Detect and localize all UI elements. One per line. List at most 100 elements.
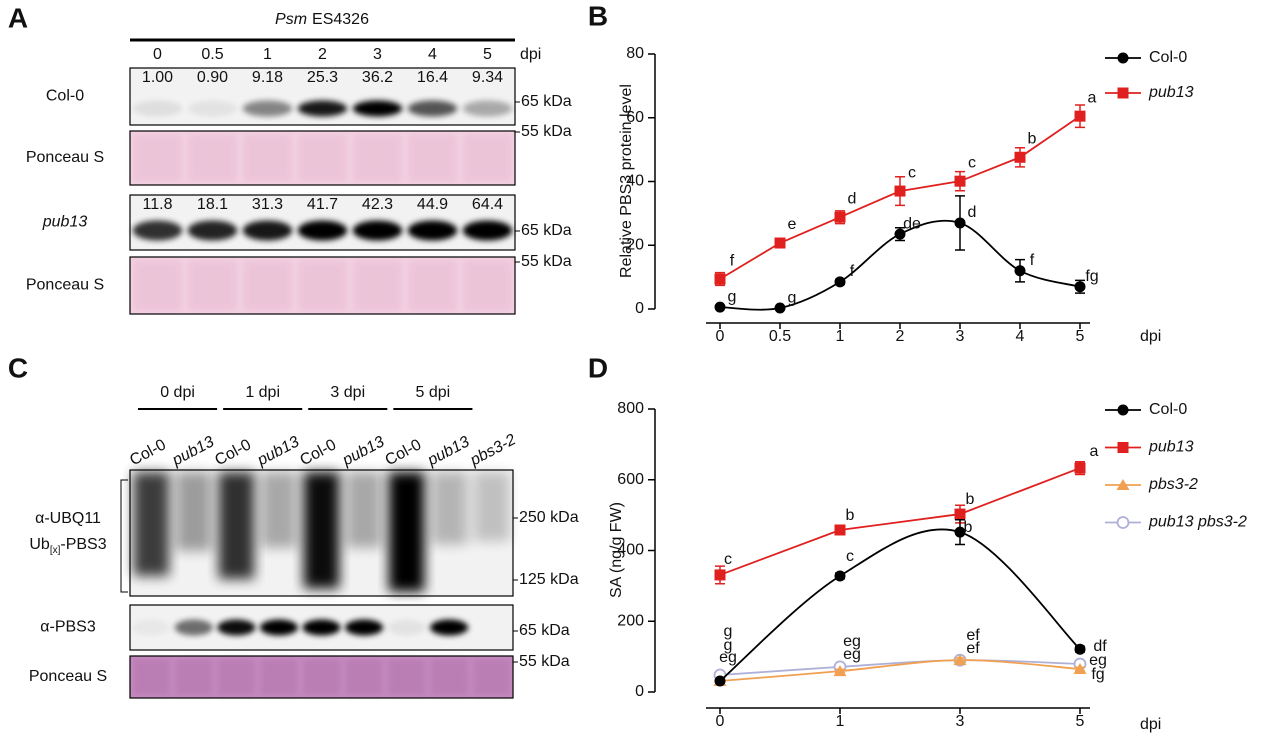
x-tick-label: 4	[1016, 328, 1025, 345]
x-tick-label: 5	[1076, 328, 1085, 345]
band	[387, 619, 426, 636]
y-tick-label: 400	[617, 542, 644, 559]
data-point	[954, 217, 966, 229]
data-point	[1014, 265, 1026, 277]
x-tick-label: 3	[956, 328, 965, 345]
data-point	[894, 185, 906, 197]
quant-value: 41.7	[307, 196, 338, 213]
lane	[133, 134, 182, 182]
series: g g f de d f fg	[714, 195, 1099, 314]
lane	[345, 659, 383, 695]
blot-bands	[133, 134, 512, 182]
significance-letter: eg	[843, 646, 861, 663]
band	[132, 100, 183, 117]
lane	[243, 134, 292, 182]
data-point	[894, 228, 906, 240]
quant-value: 1.00	[142, 69, 173, 86]
row-label: Ponceau S	[29, 668, 107, 685]
y-tick-label: 20	[626, 236, 644, 253]
legend-marker	[1116, 479, 1130, 490]
bracket	[120, 479, 128, 593]
data-point	[1014, 151, 1026, 163]
significance-letter: eg	[843, 633, 861, 650]
data-point	[954, 526, 966, 538]
band	[302, 619, 341, 636]
x-tick-label: 2	[896, 328, 905, 345]
size-marker: 125 kDa	[519, 571, 579, 588]
significance-letter: fg	[1091, 666, 1104, 683]
legend-label: pub13	[1148, 84, 1194, 101]
significance-letter: c	[968, 154, 976, 171]
data-point	[714, 301, 726, 313]
quant-value: 36.2	[362, 69, 393, 86]
legend-label: pbs3-2	[1148, 476, 1198, 493]
significance-letter: eg	[1089, 652, 1107, 669]
data-point	[834, 570, 846, 582]
lane	[133, 260, 182, 311]
treatment: Psm	[275, 11, 307, 28]
y-tick-label: 80	[626, 45, 644, 62]
series-line	[719, 659, 1081, 682]
smear	[473, 472, 510, 542]
band	[344, 619, 384, 636]
lane-label: pbs3-2	[467, 431, 519, 470]
band	[187, 220, 238, 241]
lane	[353, 260, 402, 311]
data-point	[1074, 643, 1086, 655]
band	[174, 619, 213, 636]
x-tick-label: 3	[956, 713, 965, 730]
lane	[408, 134, 457, 182]
data-point	[954, 175, 966, 187]
row-label: Ponceau S	[26, 277, 104, 294]
x-tick-label: 0	[716, 713, 725, 730]
quant-value: 25.3	[307, 69, 338, 86]
row-label: Ponceau S	[26, 149, 104, 166]
data-point	[833, 665, 847, 677]
smear	[346, 472, 382, 548]
blot-bands	[132, 220, 513, 241]
y-tick-label: 60	[626, 109, 644, 126]
lane	[303, 659, 340, 695]
lane	[298, 134, 347, 182]
size-marker: 65 kDa	[521, 222, 572, 239]
band	[132, 619, 171, 636]
y-tick-label: 40	[626, 173, 644, 190]
y-tick-label: 0	[635, 300, 644, 317]
significance-letter: f	[850, 263, 855, 280]
row-label: α-PBS3	[40, 619, 96, 636]
legend-label: pub13	[1148, 439, 1194, 456]
legend-marker	[1117, 404, 1129, 416]
quant-value: 42.3	[362, 196, 393, 213]
smear	[218, 472, 255, 580]
group-label: 5 dpi	[416, 384, 451, 401]
significance-letter: g	[724, 623, 733, 640]
data-point	[1074, 110, 1086, 122]
lane-label: Col-0	[297, 436, 339, 469]
significance-letter: d	[848, 190, 857, 207]
significance-letter: c	[908, 164, 916, 181]
strain: ES4326	[312, 11, 369, 28]
lane	[218, 659, 255, 695]
lane	[188, 134, 237, 182]
size-marker: 55 kDa	[521, 123, 572, 140]
significance-letter: eg	[719, 649, 737, 666]
significance-letter: b	[964, 519, 973, 536]
significance-letter: f	[1030, 252, 1035, 269]
size-marker: 65 kDa	[519, 622, 570, 639]
lane-label: 0.5	[201, 46, 223, 63]
data-point	[774, 237, 786, 249]
legend-label: pub13 pbs3-2	[1148, 514, 1247, 531]
size-marker: 65 kDa	[521, 93, 572, 110]
x-tick-label: 1	[836, 713, 845, 730]
significance-letter: g	[728, 288, 737, 305]
smear	[133, 472, 170, 576]
legend-label: Col-0	[1149, 49, 1187, 66]
significance-letter: df	[1093, 638, 1107, 655]
lane	[463, 260, 512, 311]
size-marker: 55 kDa	[519, 653, 570, 670]
legend-marker	[1117, 87, 1129, 99]
band	[407, 220, 458, 241]
band	[407, 100, 458, 117]
